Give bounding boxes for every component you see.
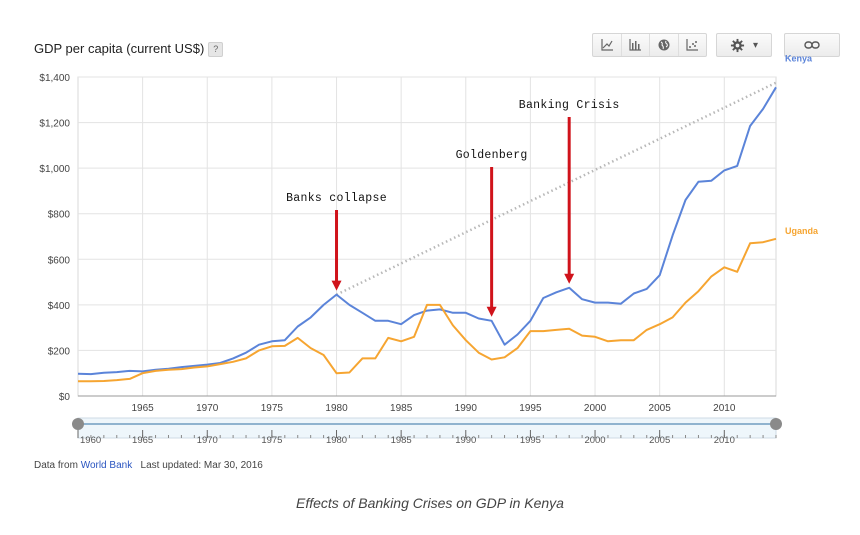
link-button[interactable] <box>784 33 840 57</box>
chart-type-toolbar <box>592 33 707 57</box>
range-tick-label: 2010 <box>714 435 735 446</box>
figure-caption: Effects of Banking Crises on GDP in Keny… <box>296 495 564 511</box>
help-icon[interactable]: ? <box>208 42 224 57</box>
annotation-arrow-head <box>331 280 342 291</box>
scatter-chart-button[interactable] <box>679 34 707 56</box>
x-tick-label: 1970 <box>196 403 219 414</box>
y-tick-label: $200 <box>48 346 71 357</box>
x-tick-label: 2005 <box>649 403 672 414</box>
x-tick-label: 1975 <box>261 403 284 414</box>
range-tick-label: 2000 <box>584 435 605 446</box>
range-tick-label: 1970 <box>197 435 218 446</box>
map-button[interactable] <box>650 34 679 56</box>
y-tick-label: $800 <box>48 210 71 221</box>
x-tick-label: 1980 <box>325 403 348 414</box>
chart-area: $0 $200 $400 $600 $800 $1,000 $1,200 $1,400 1965… <box>39 53 819 446</box>
scatter-chart-icon <box>686 39 699 51</box>
annotation-label: Banks collapse <box>286 192 387 205</box>
trend-dotted-line <box>335 81 777 296</box>
series-line-kenya <box>77 86 777 376</box>
settings-button[interactable]: ▾ <box>716 33 772 57</box>
legend-label-uganda: Uganda <box>785 226 819 236</box>
range-tick-label: 1980 <box>326 435 347 446</box>
x-tick-label: 1965 <box>132 403 155 414</box>
annotation-arrow-head <box>564 273 575 284</box>
annotation-label: Goldenberg <box>456 149 528 162</box>
bar-chart-icon <box>629 39 642 51</box>
range-tick-label: 1975 <box>261 435 282 446</box>
range-tick-label: 1985 <box>391 435 412 446</box>
range-tick-label: 2005 <box>649 435 670 446</box>
y-tick-label: $600 <box>48 255 71 266</box>
y-tick-label: $400 <box>48 301 71 312</box>
bar-chart-button[interactable] <box>622 34 650 56</box>
x-tick-label: 1995 <box>519 403 542 414</box>
globe-icon <box>658 39 670 51</box>
legend-label-kenya: Kenya <box>785 53 813 63</box>
line-chart-button[interactable] <box>593 34 622 56</box>
annotation-label: Banking Crisis <box>519 99 620 112</box>
line-chart-icon <box>601 39 613 51</box>
settings-caret: ▾ <box>752 39 759 51</box>
range-tick-label: 1960 <box>80 435 101 446</box>
y-tick-label: $1,200 <box>39 119 70 130</box>
range-handle-left[interactable] <box>72 418 84 430</box>
y-tick-label: $0 <box>59 392 71 403</box>
y-tick-label: $1,400 <box>39 73 70 84</box>
link-icon <box>804 41 820 49</box>
last-updated: Last updated: Mar 30, 2016 <box>140 460 263 471</box>
x-tick-label: 2000 <box>584 403 607 414</box>
source-link[interactable]: World Bank <box>80 460 133 471</box>
annotation-arrow-head <box>486 306 497 317</box>
range-tick-label: 1965 <box>132 435 153 446</box>
chart-title: GDP per capita (current US$)? <box>34 41 224 57</box>
source-prefix: Data from <box>34 460 78 471</box>
gear-icon <box>730 38 745 52</box>
x-tick-label: 1990 <box>455 403 478 414</box>
chart-title-text: GDP per capita (current US$) <box>34 41 205 56</box>
footer-source: Data from World Bank Last updated: Mar 3… <box>34 460 263 471</box>
y-tick-label: $1,000 <box>39 164 70 175</box>
range-tick-label: 1990 <box>455 435 476 446</box>
range-tick-label: 1995 <box>520 435 541 446</box>
range-handle-right[interactable] <box>770 418 782 430</box>
x-tick-label: 2010 <box>713 403 736 414</box>
series-line-uganda <box>78 237 777 383</box>
x-tick-label: 1985 <box>390 403 413 414</box>
